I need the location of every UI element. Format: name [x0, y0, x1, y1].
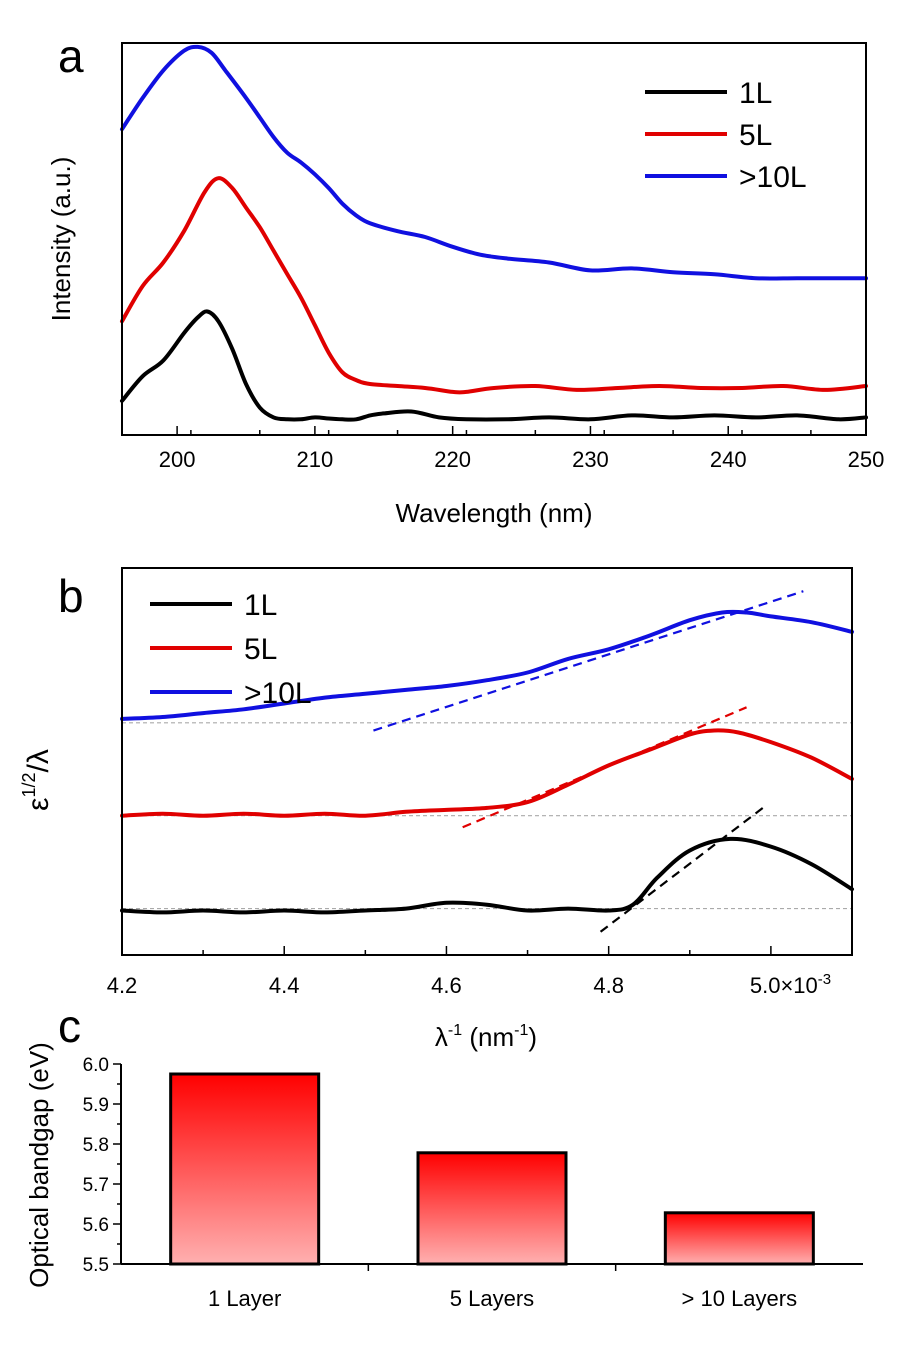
panel-c-category-label-5-layers: 5 Layers [450, 1286, 534, 1311]
panel-a-legend-label-5l: 5L [739, 119, 772, 152]
panel-c-ticks: 1 Layer 5 Layers > 10 Layers 5.5 5.6 5.7 5.8 5.… [83, 1055, 798, 1311]
panel-c-y-tick-label-3: 5.8 [83, 1135, 109, 1156]
panel-b-series-line-1l [120, 836, 854, 915]
panel-b-x-ticks: 4.2 4.4 4.6 4.8 5.0×10-3 [107, 946, 831, 998]
panel-c-y-axis-title: Optical bandgap (eV) [24, 1042, 54, 1288]
panel-a-x-tick-label-210: 210 [297, 447, 334, 472]
panel-c-letter: c [58, 1000, 81, 1052]
panel-c-bars [169, 1072, 815, 1266]
panel-c-bar-5-layers [416, 1151, 568, 1266]
panel-c-bar-10-layers [663, 1211, 815, 1266]
panel-a-x-tick-label-250: 250 [848, 447, 885, 472]
panel-c-category-label-1-layer: 1 Layer [208, 1286, 281, 1311]
panel-a-legend-label-1l: 1L [739, 77, 772, 110]
panel-b-frame [121, 567, 853, 956]
panel-a-frame [121, 42, 867, 436]
panel-b-series-line-5l [120, 728, 854, 818]
panel-b-legend-label-10l: >10L [244, 677, 312, 710]
panel-b-fit-lines [373, 590, 804, 933]
panel-b-fit-line-2 [373, 590, 804, 732]
panel-b-chart: b 4.2 4.4 4.6 4.8 5.0×10-3 λ-1 (nm-1) ε1/2/λ… [19, 567, 854, 1052]
panel-a-x-tick-label-220: 220 [434, 447, 471, 472]
panel-b-x-axis-title: λ-1 (nm-1) [435, 1022, 537, 1052]
panel-b-letter: b [58, 570, 84, 622]
panel-b-legend: 1L 5L >10L [150, 589, 312, 710]
panel-c-y-tick-label-5: 6.0 [83, 1055, 109, 1076]
panel-c-category-label-10-layers: > 10 Layers [682, 1286, 798, 1311]
panel-a-chart: a 200 210 220 230 240 250 Wavelength (nm) Int… [46, 30, 884, 528]
panel-b-fit-line-1 [462, 706, 747, 829]
panel-c-y-tick-label-4: 5.9 [83, 1095, 109, 1116]
panel-b-legend-label-5l: 5L [244, 633, 277, 666]
panel-a-x-axis-title: Wavelength (nm) [396, 498, 593, 528]
panel-b-x-tick-label-2: 4.6 [431, 973, 462, 998]
panel-a-x-ticks: 200 210 220 230 240 250 [121, 426, 885, 472]
panel-b-x-tick-label-last: 5.0×10-3 [750, 971, 831, 998]
panel-a-series-line-10l [120, 44, 868, 281]
panel-b-x-tick-label-1: 4.4 [269, 973, 300, 998]
panel-a-series [120, 44, 868, 422]
panel-a-letter: a [58, 30, 84, 82]
panel-c-chart: c 1 Layer 5 Layers > 10 Layers 5.5 5.6 5.7 5.8… [24, 1000, 863, 1311]
panel-b-series [120, 609, 854, 915]
panel-c-y-tick-label-2: 5.7 [83, 1175, 109, 1196]
panel-a-legend: 1L 5L >10L [645, 77, 807, 194]
panel-c-bar-1-layer [169, 1072, 321, 1266]
panel-a-legend-label-10l: >10L [739, 161, 807, 194]
panel-a-x-tick-label-230: 230 [572, 447, 609, 472]
panel-a-x-tick-label-200: 200 [159, 447, 196, 472]
panel-b-fit-line-0 [599, 807, 764, 933]
panel-b-x-tick-label-0: 4.2 [107, 973, 138, 998]
panel-a-y-axis-title: Intensity (a.u.) [46, 157, 76, 322]
panel-a-series-line-1l [120, 309, 868, 422]
panel-a-x-tick-label-240: 240 [710, 447, 747, 472]
panel-b-x-tick-label-3: 4.8 [593, 973, 624, 998]
panel-b-series-line-10l [120, 609, 854, 721]
panel-b-legend-label-1l: 1L [244, 589, 277, 622]
panel-a-series-line-5l [120, 176, 868, 395]
panel-c-y-tick-label-0: 5.5 [83, 1255, 109, 1276]
panel-c-y-tick-label-1: 5.6 [83, 1215, 109, 1236]
panel-b-y-axis-title: ε1/2/λ [19, 749, 55, 811]
